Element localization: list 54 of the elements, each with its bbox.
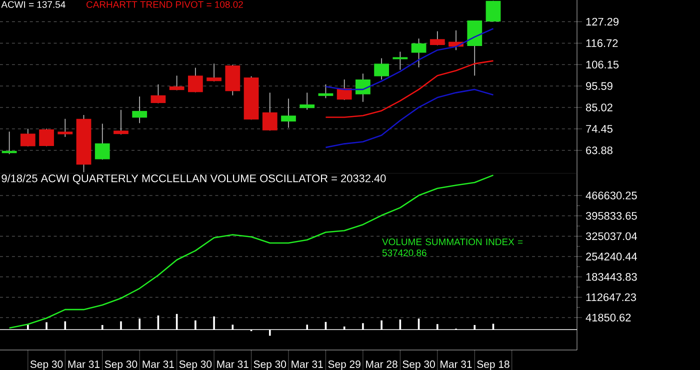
candlestick (94, 123, 110, 160)
candlestick (356, 73, 370, 102)
y-tick-label: 106.15 (586, 60, 619, 68)
x-tick-label: Sep 30 (30, 360, 63, 370)
candlestick (281, 98, 296, 128)
y-tick-label: 116.72 (586, 39, 618, 48)
x-tick-label: Mar 28 (366, 360, 398, 368)
x-tick-label: Mar 31 (217, 360, 248, 368)
y-tick-label: 112647.23 (586, 293, 636, 302)
x-tick-label: Mar 31 (142, 360, 174, 368)
y-tick-label: 41850.62 (586, 314, 631, 322)
y-tick-label: 127.29 (586, 18, 619, 26)
y-tick-label: 63.88 (586, 146, 612, 154)
y-tick-label: 95.59 (586, 82, 612, 90)
x-tick-label: Sep 29 (328, 360, 360, 370)
candlestick (39, 128, 54, 147)
candlestick (188, 67, 203, 93)
line-series (325, 60, 494, 118)
x-tick-label: Sep 18 (477, 360, 510, 370)
candlestick (318, 84, 334, 99)
text: VOLUME SUMMATION INDEX = 537420.86 (382, 238, 523, 256)
chart-title: 9/18/25 ACWI QUARTERLY MCCLELLAN VOLUME OSCILLATOR = 20332.40 (2, 174, 386, 184)
candlestick (206, 63, 222, 82)
y-tick-label: 325037.04 (586, 232, 637, 240)
candlestick (411, 38, 426, 68)
candlestick (336, 79, 352, 100)
candlestick (58, 118, 73, 138)
y-tick-label: 74.45 (586, 125, 612, 133)
candlestick (150, 84, 166, 104)
candlestick (2, 131, 17, 155)
x-tick-label: Mar 31 (292, 360, 323, 368)
y-tick-label: 183443.83 (586, 273, 637, 281)
x-tick-label: Mar 31 (440, 360, 472, 368)
text: CARHARTT TREND PIVOT = 108.02 (86, 1, 243, 8)
x-tick-label: Sep 30 (402, 360, 435, 370)
x-tick-label: Sep 30 (104, 360, 138, 370)
x-tick-label: Mar 31 (68, 360, 100, 368)
candlestick (132, 96, 148, 124)
candlestick (114, 110, 128, 135)
chart-title: ACWI = 137.54 (1, 1, 66, 8)
candlestick (392, 51, 408, 70)
candlestick (430, 30, 445, 46)
candlestick (262, 92, 278, 132)
line-series (325, 88, 494, 148)
candlestick (169, 75, 184, 91)
y-tick-label: 466630.25 (586, 192, 637, 200)
candlestick (20, 128, 36, 147)
y-tick-label: 254240.44 (586, 252, 637, 260)
candlestick (374, 58, 390, 80)
candlestick (300, 92, 315, 110)
y-tick-label: 85.02 (586, 104, 612, 112)
x-tick-label: Sep 30 (254, 360, 286, 370)
x-tick-label: Sep 30 (179, 360, 212, 370)
y-tick-label: 395833.65 (586, 212, 637, 220)
